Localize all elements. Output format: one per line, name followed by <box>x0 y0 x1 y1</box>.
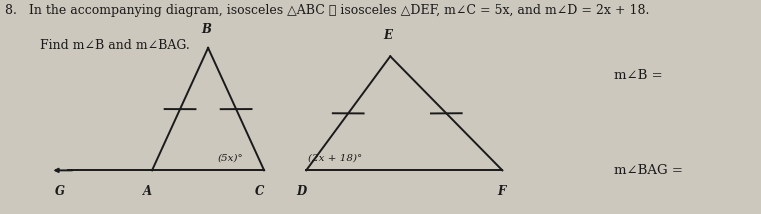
Text: A: A <box>142 185 151 198</box>
Text: E: E <box>384 28 393 42</box>
Text: D: D <box>296 185 307 198</box>
Text: m∠BAG =: m∠BAG = <box>614 164 683 177</box>
Text: B: B <box>202 23 212 36</box>
Text: Find m∠B and m∠BAG.: Find m∠B and m∠BAG. <box>40 39 189 52</box>
Text: m∠B =: m∠B = <box>614 69 663 82</box>
Text: G: G <box>55 185 65 198</box>
Text: (2x + 18)°: (2x + 18)° <box>308 154 362 163</box>
Text: 8.   In the accompanying diagram, isosceles △ABC ≅ isosceles △DEF, m∠C = 5x, and: 8. In the accompanying diagram, isoscele… <box>5 3 649 16</box>
Text: C: C <box>254 185 264 198</box>
Text: F: F <box>497 185 505 198</box>
Text: (5x)°: (5x)° <box>218 154 243 163</box>
